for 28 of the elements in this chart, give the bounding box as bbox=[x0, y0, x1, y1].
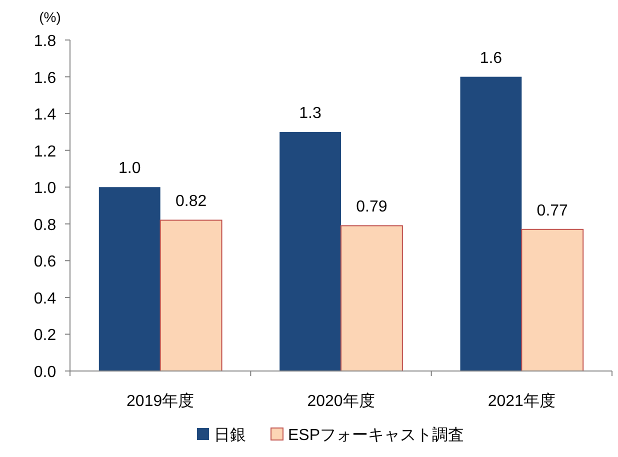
bar bbox=[460, 76, 522, 371]
bar bbox=[280, 132, 341, 371]
y-tick-label: 0.4 bbox=[34, 290, 56, 308]
x-tick-label: 2020年度 bbox=[307, 392, 375, 410]
bar bbox=[98, 187, 160, 371]
bar bbox=[340, 225, 403, 372]
y-tick-label: 1.0 bbox=[34, 180, 56, 198]
y-tick-label: 0.0 bbox=[34, 364, 56, 381]
data-label: 1.3 bbox=[299, 104, 322, 122]
data-label: 0.77 bbox=[536, 202, 568, 220]
x-tick-label: 2021年度 bbox=[488, 392, 556, 410]
data-label: 1.6 bbox=[480, 50, 502, 67]
x-tick-label: 2019年度 bbox=[126, 392, 194, 410]
y-tick-label: 0.8 bbox=[34, 216, 56, 234]
data-label: 0.79 bbox=[356, 198, 388, 216]
y-tick-label: 0.6 bbox=[34, 254, 56, 271]
bar bbox=[521, 228, 584, 372]
data-label: 0.82 bbox=[175, 193, 207, 210]
y-tick-label: 1.8 bbox=[34, 33, 56, 50]
legend-label: 日銀 bbox=[214, 427, 246, 444]
legend-label: ESPフォーキャスト調査 bbox=[288, 426, 464, 444]
y-tick-label: 1.2 bbox=[34, 143, 56, 160]
y-axis-title: (%) bbox=[39, 9, 61, 25]
y-tick-label: 1.6 bbox=[34, 70, 56, 87]
y-tick-label: 1.4 bbox=[34, 106, 56, 124]
bar bbox=[160, 220, 222, 372]
y-tick-label: 0.2 bbox=[34, 327, 56, 344]
data-label: 1.0 bbox=[118, 160, 141, 178]
